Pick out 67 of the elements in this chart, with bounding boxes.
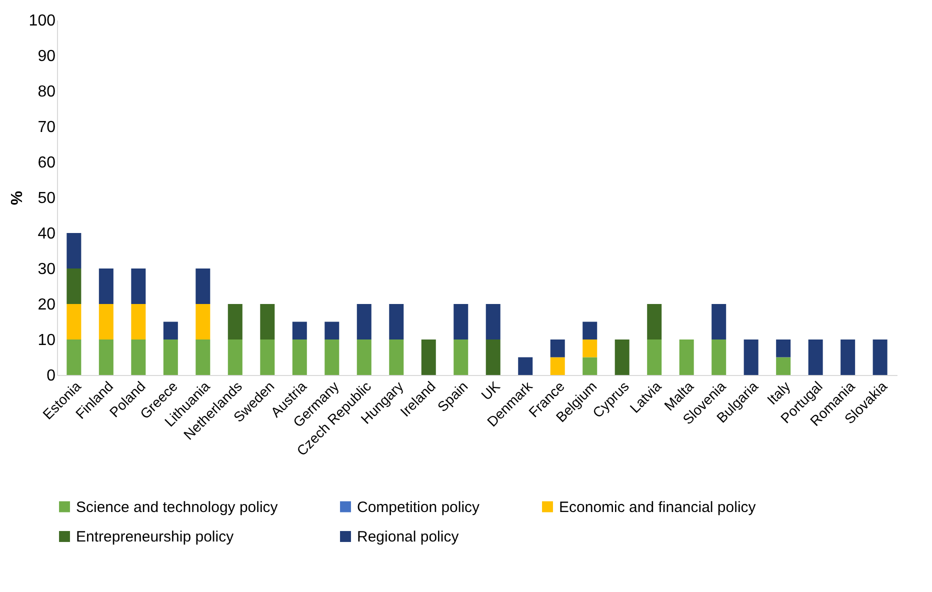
bar bbox=[98, 268, 114, 304]
bar bbox=[66, 233, 82, 268]
y-tick-label: 20 bbox=[38, 296, 56, 314]
bar bbox=[454, 304, 468, 340]
bar bbox=[582, 322, 598, 340]
bar bbox=[582, 357, 598, 375]
bar bbox=[389, 340, 404, 375]
bar bbox=[840, 340, 856, 375]
bar bbox=[260, 340, 275, 375]
legend-label: Regional policy bbox=[357, 528, 460, 546]
bar bbox=[712, 304, 726, 340]
y-tick-label: 40 bbox=[38, 226, 56, 242]
bar bbox=[324, 340, 340, 375]
bar bbox=[550, 357, 565, 375]
bar bbox=[614, 340, 630, 375]
y-tick-label: 70 bbox=[38, 119, 56, 136]
y-axis-title: % bbox=[8, 190, 26, 206]
legend-label: Competition policy bbox=[357, 498, 480, 516]
bar bbox=[66, 340, 82, 375]
bar bbox=[196, 304, 210, 340]
y-tick-label: 10 bbox=[38, 332, 56, 349]
bar bbox=[679, 340, 694, 375]
bar bbox=[550, 340, 565, 358]
y-tick-label: 0 bbox=[46, 368, 56, 384]
legend-label: Science and technology policy bbox=[76, 498, 278, 516]
bar bbox=[131, 268, 146, 304]
bar bbox=[647, 340, 662, 375]
bar bbox=[421, 340, 436, 375]
bar bbox=[776, 357, 791, 375]
bar bbox=[98, 304, 114, 340]
legend-label: Economic and financial policy bbox=[559, 498, 756, 516]
bar bbox=[872, 340, 888, 375]
bar bbox=[131, 340, 146, 375]
y-tick-label: 50 bbox=[38, 190, 56, 207]
bar bbox=[808, 340, 823, 375]
y-tick-label: 80 bbox=[38, 84, 56, 100]
bar bbox=[163, 340, 178, 375]
y-tick-label: 30 bbox=[38, 261, 56, 278]
bar bbox=[454, 340, 468, 375]
bar bbox=[712, 340, 726, 375]
bar bbox=[292, 322, 307, 340]
bar bbox=[582, 340, 598, 358]
bar bbox=[486, 340, 500, 375]
y-tick-label: 100 bbox=[28, 12, 56, 30]
bar bbox=[196, 340, 210, 375]
bar bbox=[228, 304, 242, 340]
bar bbox=[356, 340, 372, 375]
bar bbox=[66, 304, 82, 340]
bar bbox=[776, 340, 791, 358]
bar bbox=[744, 340, 758, 375]
bar bbox=[389, 304, 404, 340]
bar bbox=[518, 357, 533, 375]
bar bbox=[292, 340, 307, 375]
bar bbox=[486, 304, 500, 340]
bar bbox=[324, 322, 340, 340]
bar bbox=[260, 304, 275, 340]
y-tick-label: 90 bbox=[38, 48, 56, 65]
bar bbox=[196, 268, 210, 304]
y-tick-label: 60 bbox=[38, 154, 56, 172]
bar bbox=[131, 304, 146, 340]
legend-label: Entrepreneurship policy bbox=[76, 528, 234, 546]
bar bbox=[356, 304, 372, 340]
bar bbox=[98, 340, 114, 375]
bar bbox=[228, 340, 242, 375]
bar bbox=[66, 268, 82, 304]
bar bbox=[647, 304, 662, 340]
bar bbox=[163, 322, 178, 340]
